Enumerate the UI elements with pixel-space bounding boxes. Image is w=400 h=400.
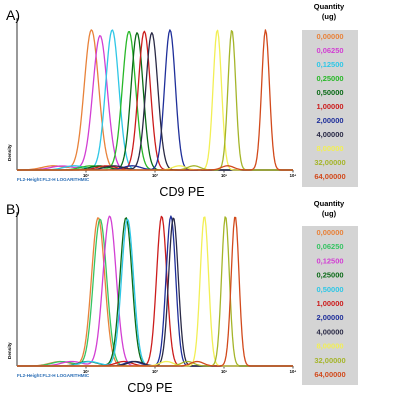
x-tick-label: 10⁴ <box>290 173 297 178</box>
panel-a-legend: Quantity (ug) 0,00000 0,06250 0,12500 0,250… <box>302 2 358 187</box>
legend-entry: 0,25000 <box>316 74 343 83</box>
legend-entry: 0,12500 <box>316 60 343 69</box>
panel-a-label: A) <box>6 7 20 23</box>
panel-a-axis-caption: FL2-Height:FL2-H LOGARITHMIC <box>17 177 90 182</box>
legend-entry: 0,50000 <box>316 285 343 294</box>
legend-entry: 2,00000 <box>316 116 343 125</box>
x-tick-label: 10¹ <box>83 369 90 374</box>
panel-a-x-axis-label: CD9 PE <box>159 185 204 199</box>
legend-entry: 1,00000 <box>316 299 343 308</box>
panel-a-x-ticks: 10¹ 10² 10³ 10⁴ <box>83 170 296 178</box>
panel-b-legend-background <box>302 226 358 385</box>
legend-entry: 32,00000 <box>314 356 345 365</box>
legend-entry: 0,00000 <box>316 32 343 41</box>
legend-entry: 64,00000 <box>314 370 345 379</box>
panel-a-legend-background <box>302 30 358 187</box>
legend-entry: 32,00000 <box>314 158 345 167</box>
panel-b-x-axis-label: CD9 PE <box>127 381 172 395</box>
legend-entry: 0,06250 <box>316 46 343 55</box>
x-tick-label: 10⁴ <box>290 369 297 374</box>
panel-b-legend-title-quantity: Quantity <box>314 199 345 208</box>
panel-a-legend-title-unit: (ug) <box>322 12 337 21</box>
legend-entry: 8,00000 <box>316 342 343 351</box>
series-curve-2-00000 <box>17 215 293 367</box>
panel-b-label: B) <box>6 201 20 217</box>
panel-b-curves <box>17 215 293 367</box>
legend-entry: 0,50000 <box>316 88 343 97</box>
legend-entry: 1,00000 <box>316 102 343 111</box>
panel-a-legend-entries: 0,00000 0,06250 0,12500 0,25000 0,50000 1,000… <box>314 32 345 181</box>
legend-entry: 4,00000 <box>316 130 343 139</box>
panel-a: A) Density 10¹ 10² 10³ 10⁴ FL2-Height:FL2-H… <box>6 2 358 199</box>
panel-a-y-axis-label: Density <box>7 144 12 161</box>
panel-b: B) Density 10¹ 10² 10³ 10⁴ FL2-Height:FL2-H… <box>6 199 358 395</box>
panel-a-legend-title-quantity: Quantity <box>314 2 345 11</box>
panel-b-y-axis-label: Density <box>7 342 12 359</box>
x-tick-label: 10² <box>152 173 159 178</box>
panel-a-curves <box>16 29 293 171</box>
panel-b-x-ticks: 10¹ 10² 10³ 10⁴ <box>83 366 296 374</box>
series-curve-64-00000 <box>17 29 293 171</box>
series-curve-4-00000 <box>17 32 293 171</box>
legend-entry: 0,00000 <box>316 228 343 237</box>
legend-entry: 0,25000 <box>316 271 343 280</box>
x-tick-label: 10³ <box>221 173 228 178</box>
x-tick-label: 10² <box>152 369 159 374</box>
series-curve-1-00000 <box>17 215 293 367</box>
panel-b-axis-caption: FL2-Height:FL2-H LOGARITHMIC <box>17 373 90 378</box>
panel-b-legend-entries: 0,00000 0,06250 0,12500 0,25000 0,50000 1,000… <box>314 228 345 379</box>
series-curve-0-12500 <box>17 215 293 367</box>
legend-entry: 64,00000 <box>314 172 345 181</box>
series-curve-64-00000 <box>17 216 293 367</box>
legend-entry: 0,06250 <box>316 242 343 251</box>
legend-entry: 0,12500 <box>316 256 343 265</box>
legend-entry: 2,00000 <box>316 313 343 322</box>
panel-b-legend-title-unit: (ug) <box>322 209 337 218</box>
x-tick-label: 10³ <box>221 369 228 374</box>
legend-entry: 4,00000 <box>316 327 343 336</box>
legend-entry: 8,00000 <box>316 144 343 153</box>
panel-b-legend: Quantity (ug) 0,00000 0,06250 0,12500 0,250… <box>302 199 358 385</box>
x-tick-label: 10¹ <box>83 173 90 178</box>
